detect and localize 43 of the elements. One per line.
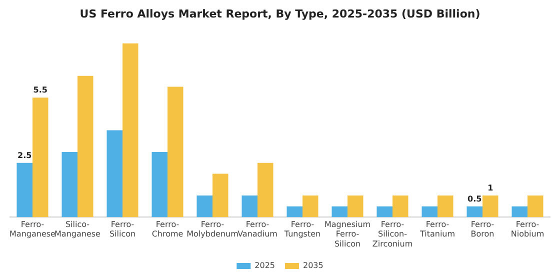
bar [168, 86, 184, 218]
data-label: 0.5 [468, 194, 482, 204]
bar [152, 152, 168, 218]
bar [62, 152, 78, 218]
bar [242, 195, 258, 218]
bar [286, 206, 302, 218]
data-label: 1 [488, 184, 494, 193]
bar [78, 76, 94, 218]
legend-label: 2025 [254, 261, 275, 270]
x-tick-label: Ferro- Chrome [152, 220, 184, 239]
bar [422, 206, 438, 218]
x-tick-label: Ferro- Manganese [10, 220, 56, 239]
bar [482, 195, 498, 218]
bar [512, 206, 528, 218]
bar [16, 162, 32, 218]
bar [528, 195, 544, 218]
data-label: 2.5 [18, 150, 32, 160]
bar [258, 162, 274, 218]
x-tick-label: Ferro- Silicon- Zirconium [372, 220, 413, 248]
bar [122, 43, 138, 218]
chart-title: US Ferro Alloys Market Report, By Type, 2025-2035 (USD Billion) [80, 7, 480, 20]
x-tick-label: Ferro- Boron [470, 220, 494, 239]
bar [332, 206, 348, 218]
x-tick-label: Magnesium Ferro- Silicon [324, 220, 371, 248]
x-tick-label: Ferro- Vanadium [238, 220, 278, 239]
legend-label: 2035 [303, 261, 324, 270]
bar [212, 174, 228, 218]
bar [302, 195, 318, 218]
data-label: 5.5 [33, 86, 48, 95]
x-tick-label: Ferro- Silicon [109, 220, 136, 239]
bar [348, 195, 364, 218]
bar [438, 195, 454, 218]
x-tick-label: Ferro- Niobium [510, 220, 544, 239]
x-tick-label: Ferro- Tungsten [283, 220, 321, 239]
x-tick-label: Silico- Manganese [54, 220, 101, 239]
x-tick-label: Ferro- Molybdenum [186, 220, 239, 239]
bar [392, 195, 408, 218]
bar [466, 206, 482, 218]
bar [32, 98, 48, 218]
bar [376, 206, 392, 218]
x-tick-label: Ferro- Titanium [418, 220, 456, 239]
bar [196, 195, 212, 218]
bar [106, 130, 122, 218]
